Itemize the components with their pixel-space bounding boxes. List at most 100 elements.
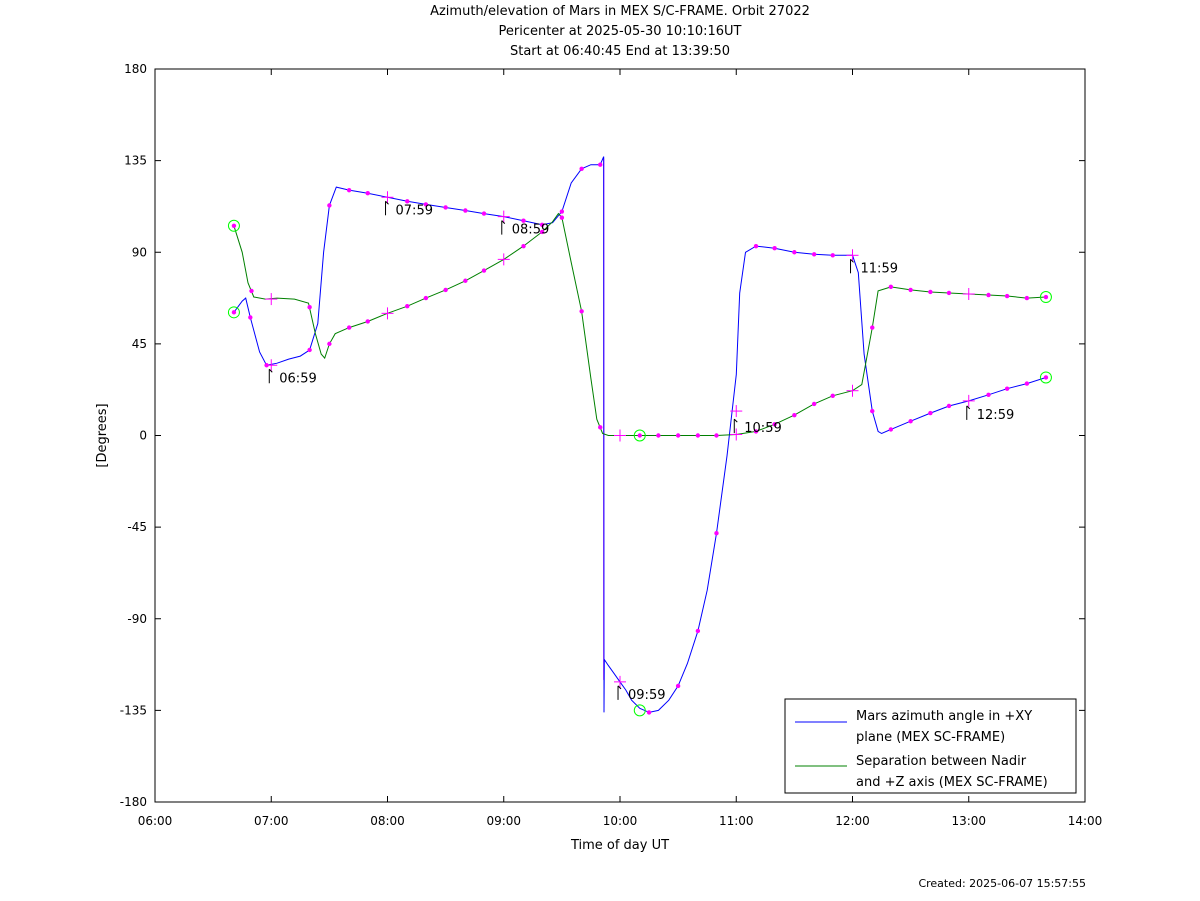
- azimuth-marker: [248, 315, 253, 320]
- azimuth-marker: [675, 683, 681, 689]
- annotation-label: 07:59: [396, 203, 433, 218]
- azimuth-marker: [423, 202, 429, 207]
- y-tick-label: 180: [124, 62, 147, 76]
- azimuth-marker: [714, 531, 719, 536]
- y-tick-label: 45: [132, 337, 147, 351]
- separation-marker: [249, 288, 254, 294]
- legend-label-azimuth-2: plane (MEX SC-FRAME): [856, 730, 1005, 745]
- azimuth-marker: [327, 203, 332, 208]
- y-tick-label: -90: [127, 612, 147, 626]
- annotation-label: 06:59: [279, 371, 316, 386]
- separation-marker: [231, 223, 237, 228]
- azimuth-marker: [481, 211, 487, 216]
- annotation-pointer: [501, 220, 506, 224]
- separation-marker: [714, 433, 719, 438]
- annotation-label: 12:59: [977, 408, 1014, 423]
- x-tick-label: 08:00: [370, 814, 405, 828]
- endpoint-marker: [1039, 371, 1052, 384]
- azimuth-marker: [946, 403, 952, 409]
- endpoint-marker: [227, 219, 240, 232]
- separation-marker: [637, 433, 642, 438]
- x-tick-label: 12:00: [835, 814, 870, 828]
- separation-marker: [481, 268, 487, 273]
- separation-line: [233, 212, 1046, 436]
- separation-marker: [928, 289, 933, 295]
- separation-marker: [365, 319, 370, 324]
- annotation-pointer: [850, 258, 854, 263]
- separation-marker: [946, 290, 952, 296]
- annotation-label: 08:59: [512, 223, 549, 238]
- legend: Mars azimuth angle in +XY plane (MEX SC-…: [784, 698, 1077, 794]
- azimuth-marker: [1024, 381, 1030, 386]
- endpoint-marker: [633, 429, 646, 442]
- azimuth-marker: [521, 218, 526, 223]
- separation-marker: [753, 429, 759, 434]
- endpoint-marker: [227, 306, 240, 319]
- azimuth-marker: [559, 209, 565, 214]
- x-tick-labels: 06:00 07:00 08:00 09:00 10:00 11:00 12:00 13:00…: [138, 814, 1103, 828]
- azimuth-marker: [870, 408, 875, 414]
- azimuth-marker: [830, 253, 835, 258]
- azimuth-marker: [463, 208, 468, 213]
- separation-marker: [1043, 294, 1049, 300]
- separation-marker: [579, 309, 584, 314]
- separation-marker: [811, 401, 817, 407]
- separation-marker: [830, 393, 835, 398]
- endpoint-marker: [1039, 291, 1052, 304]
- azimuth-marker: [792, 250, 797, 255]
- annotation-pointer: [268, 368, 273, 373]
- x-tick-label: 09:00: [486, 814, 521, 828]
- y-tick-label: -180: [120, 795, 147, 809]
- separation-marker: [443, 287, 448, 293]
- legend-box: [784, 698, 1077, 794]
- axis-ticks: [154, 68, 1086, 803]
- separation-marker: [307, 305, 312, 310]
- azimuth-marker: [579, 166, 584, 171]
- azimuth-marker: [1043, 375, 1049, 380]
- azimuth-marker: [646, 710, 652, 715]
- x-tick-label: 06:00: [138, 814, 173, 828]
- annotation-label: 09:59: [628, 688, 665, 703]
- separation-marker: [1024, 295, 1030, 301]
- x-tick-label: 11:00: [719, 814, 754, 828]
- separation-marker: [772, 422, 777, 427]
- separation-marker: [656, 433, 661, 438]
- azimuth-marker: [231, 310, 237, 315]
- azimuth-marker: [539, 222, 545, 227]
- azimuth-marker: [928, 410, 933, 416]
- azimuth-marker: [888, 427, 894, 432]
- annotation-pointer: [385, 200, 389, 205]
- azimuth-marker: [443, 205, 448, 210]
- series-markers: [227, 162, 1052, 717]
- separation-marker: [870, 325, 875, 330]
- y-tick-labels: 180 135 90 45 0 -45 -90 -135 -180: [120, 62, 147, 809]
- x-tick-label: 14:00: [1068, 814, 1103, 828]
- azimuth-marker: [695, 628, 701, 634]
- x-tick-label: 13:00: [951, 814, 986, 828]
- y-tick-label: -135: [120, 703, 147, 717]
- annotation-pointer: [617, 685, 622, 690]
- created-timestamp: Created: 2025-06-07 15:57:55: [918, 877, 1086, 890]
- y-axis-label: [Degrees]: [95, 403, 110, 467]
- azimuth-marker: [908, 419, 913, 424]
- separation-marker: [792, 412, 797, 418]
- time-annotations: 06:59 07:59 08:59 09:59 10:59 11:59 12:59: [268, 200, 1014, 703]
- annotation-label: 11:59: [861, 261, 898, 276]
- annotation-pointer: [733, 418, 738, 423]
- azimuth-marker: [1004, 386, 1010, 391]
- azimuth-marker: [753, 243, 759, 249]
- separation-marker: [1004, 293, 1010, 299]
- chart-title-line-2: Pericenter at 2025-05-30 10:10:16UT: [498, 24, 742, 39]
- separation-marker: [463, 278, 468, 283]
- separation-marker: [327, 341, 332, 347]
- azimuth-marker: [405, 199, 410, 204]
- chart-title-line-3: Start at 06:40:45 End at 13:39:50: [509, 44, 731, 59]
- chart-title-line-1: Azimuth/elevation of Mars in MEX S/C-FRA…: [430, 4, 810, 19]
- azimuth-marker: [811, 252, 817, 257]
- x-tick-label: 10:00: [603, 814, 638, 828]
- endpoint-marker: [633, 704, 646, 717]
- legend-label-azimuth-1: Mars azimuth angle in +XY: [856, 709, 1032, 724]
- azimuth-marker: [346, 187, 352, 193]
- x-tick-label: 07:00: [254, 814, 289, 828]
